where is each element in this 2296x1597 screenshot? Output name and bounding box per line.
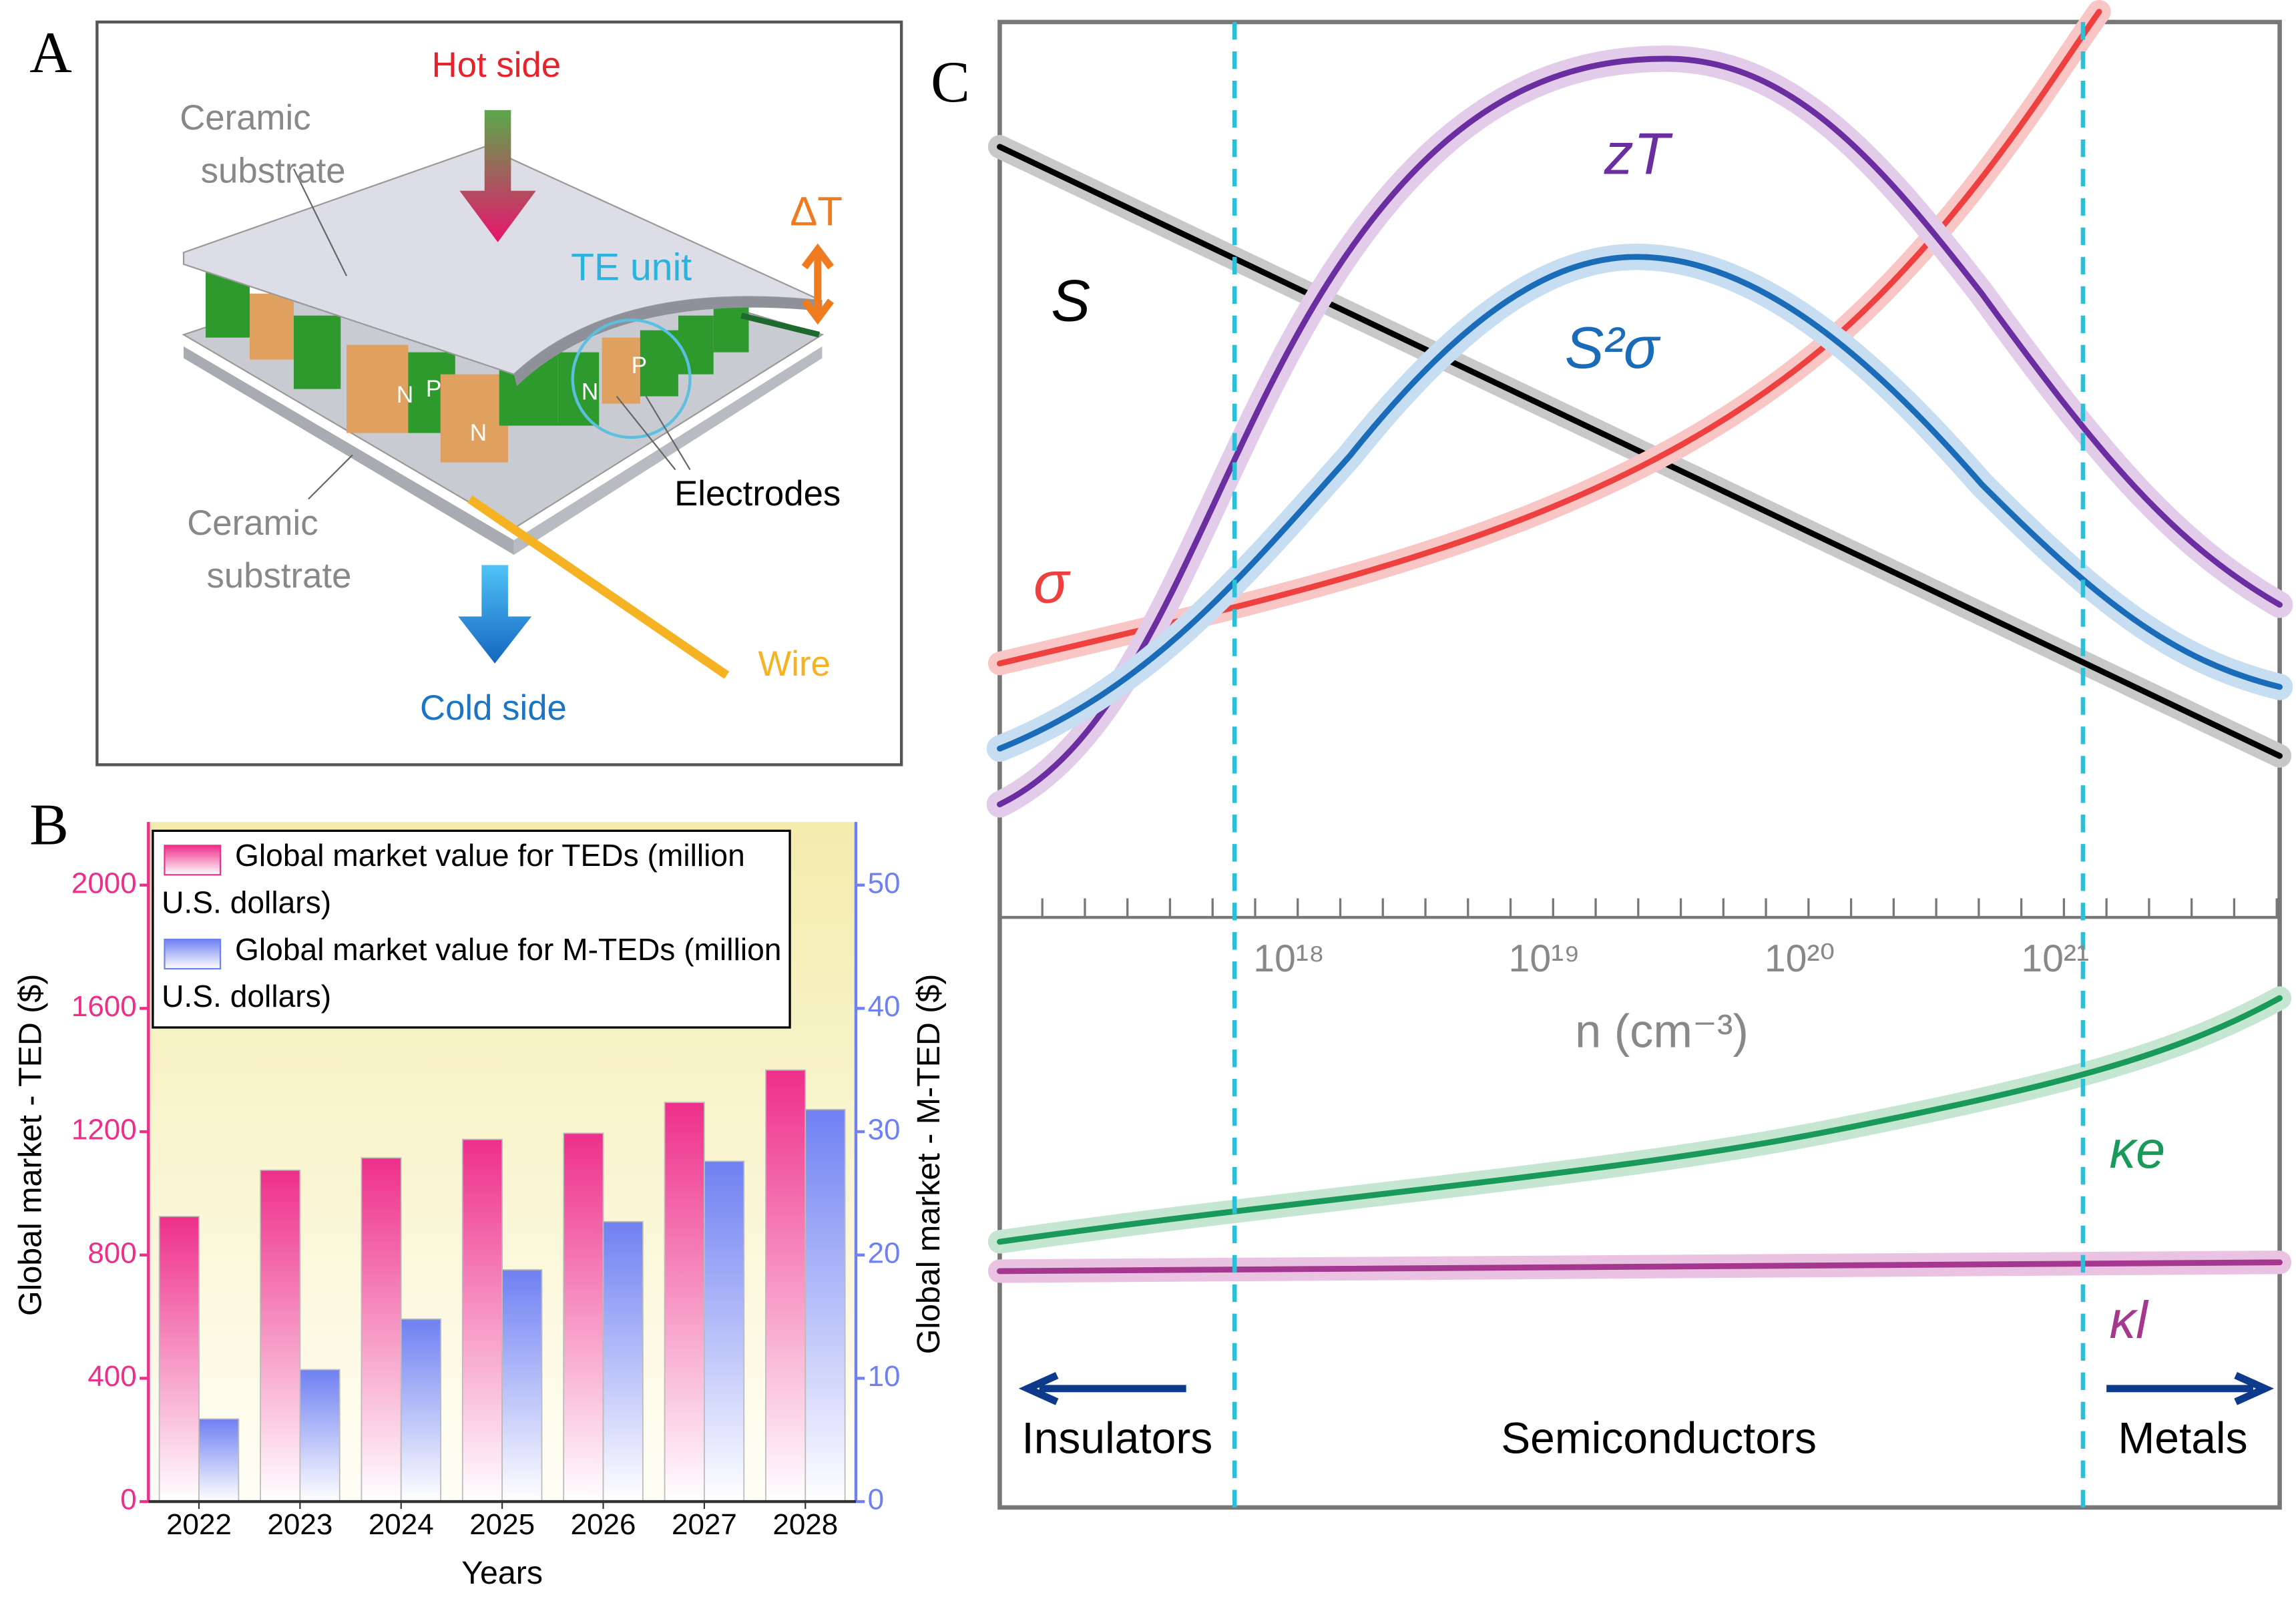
legend-entry: Global market value for M-TEDs (million …	[162, 933, 782, 1015]
te-unit-circle	[571, 318, 692, 439]
legend-box	[152, 829, 791, 1029]
bar	[501, 1269, 543, 1502]
x-tick-label: 2022	[166, 1508, 232, 1541]
wire	[740, 312, 821, 338]
diagram: N P N N P Hot side Ceramic substrate ΔT …	[95, 20, 903, 766]
x-tick-label: 2028	[772, 1508, 838, 1541]
y2-tick-label: 50	[868, 867, 901, 899]
te-unit-label: TE unit	[571, 246, 692, 289]
electrodes-label: Electrodes	[674, 474, 841, 513]
hot-arrow	[459, 109, 536, 242]
leg-label: N	[582, 379, 598, 405]
curve-label: κe	[2110, 1120, 2166, 1179]
region-label: Insulators	[1021, 1413, 1212, 1462]
panel-label: B	[29, 793, 69, 858]
bar	[198, 1418, 240, 1502]
y-tick-label: 400	[87, 1360, 136, 1393]
substrate-label: Ceramic	[187, 503, 318, 543]
y-axis-label: Global market - TED ($)	[12, 974, 48, 1316]
bar	[361, 1157, 402, 1502]
legend-swatch	[164, 845, 222, 876]
x-tick-label: 2024	[369, 1508, 434, 1541]
y2-axis-label: Global market - M-TED ($)	[911, 974, 947, 1355]
substrate-label: Ceramic	[180, 98, 310, 138]
y2-tick-label: 20	[868, 1236, 901, 1269]
y-tick-label: 800	[87, 1236, 136, 1269]
x-tick-label: 2027	[672, 1508, 737, 1541]
cold-side-label: Cold side	[420, 688, 567, 728]
y2-tick-label: 0	[868, 1484, 884, 1516]
curve-label: zT	[1604, 121, 1673, 187]
region-arrow	[1018, 1372, 1186, 1405]
bar	[805, 1108, 846, 1502]
bar	[765, 1069, 807, 1502]
leader	[292, 168, 691, 500]
y-tick-label: 2000	[71, 867, 137, 899]
legend-label: Global market value for TEDs (million U.…	[162, 839, 745, 921]
x-tick-label: 10¹⁹	[1509, 937, 1580, 980]
y-tick-label: 1600	[71, 990, 137, 1023]
curve-label: κl	[2110, 1290, 2150, 1349]
panel-label: C	[931, 50, 970, 115]
legend-entry: Global market value for TEDs (million U.…	[162, 839, 745, 921]
x-axis-label: n (cm⁻³)	[1575, 1005, 1749, 1058]
plate-edge	[184, 346, 514, 555]
legend-swatch	[164, 938, 222, 970]
y2-tick-label: 10	[868, 1360, 901, 1393]
leg-label: P	[632, 353, 647, 379]
y2-tick-label: 40	[868, 990, 901, 1023]
legend-label: Global market value for M-TEDs (million …	[162, 933, 782, 1015]
substrate-label: substrate	[201, 151, 346, 190]
x-tick-label: 10¹⁸	[1253, 937, 1325, 980]
region-arrow	[2106, 1372, 2274, 1405]
plate-edge	[513, 346, 823, 555]
curve-label: S	[1051, 268, 1090, 334]
delta-t-label: ΔT	[790, 188, 843, 234]
x-tick-label: 10²⁰	[1765, 937, 1835, 980]
region-label: Semiconductors	[1501, 1413, 1817, 1462]
leg-label: N	[397, 382, 413, 408]
panel-label: A	[29, 21, 72, 85]
leg-label: N	[470, 420, 487, 446]
curves	[986, 0, 2293, 1283]
delta-arrow	[801, 243, 835, 325]
x-tick-label: 2026	[571, 1508, 636, 1541]
curve-label: σ	[1034, 549, 1071, 616]
bar	[260, 1169, 301, 1502]
bar	[299, 1369, 340, 1502]
bar	[563, 1132, 604, 1502]
leg-label: P	[426, 376, 441, 402]
bar	[704, 1160, 745, 1502]
legs	[206, 271, 749, 463]
y-tick-label: 0	[120, 1484, 136, 1516]
x-tick-label: 10²¹	[2021, 937, 2089, 980]
x-tick-label: 2023	[267, 1508, 332, 1541]
axis-ticks	[1041, 898, 2278, 918]
x-axis-label: Years	[461, 1555, 543, 1591]
x-tick-label: 2025	[469, 1508, 535, 1541]
schematic: S zT S²σ σ κe κl 10¹⁸ 10¹⁹ 10²⁰ 10²¹ n (…	[986, 0, 2293, 1510]
bar	[461, 1138, 503, 1502]
bar	[664, 1102, 705, 1502]
cold-arrow	[458, 565, 532, 664]
plate-edge	[513, 296, 823, 387]
hot-side-label: Hot side	[432, 45, 561, 85]
bar-chart: 2022 2023 2024 2025 2026 2027 2028040080012001…	[12, 822, 947, 1591]
curve-label: S²σ	[1565, 314, 1661, 381]
substrate-label: substrate	[206, 556, 351, 596]
y2-tick-label: 30	[868, 1114, 901, 1146]
bar	[158, 1216, 200, 1502]
y-tick-label: 1200	[71, 1114, 137, 1146]
bar	[400, 1318, 442, 1502]
region-label: Metals	[2118, 1413, 2247, 1462]
wire	[467, 495, 730, 679]
wire-label: Wire	[758, 644, 830, 684]
bar	[602, 1221, 644, 1502]
